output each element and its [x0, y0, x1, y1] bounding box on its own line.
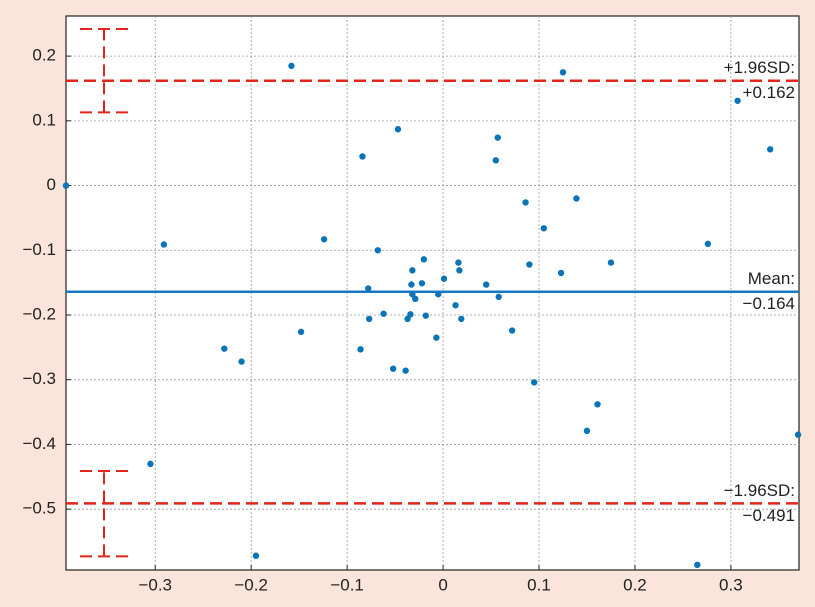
data-point [418, 280, 426, 287]
data-point [320, 236, 328, 243]
data-point [408, 281, 415, 288]
data-point [365, 285, 372, 292]
data-point [767, 146, 774, 153]
y-tick-label: −0.3 [22, 369, 56, 388]
y-tick-label: −0.1 [22, 240, 56, 259]
data-point [402, 367, 409, 374]
x-tick-label: −0.1 [330, 575, 364, 594]
x-tick-label: 0 [438, 575, 447, 594]
data-point [794, 431, 802, 438]
y-tick-label: 0 [47, 175, 56, 194]
y-tick-label: 0.1 [32, 110, 56, 129]
data-point [594, 401, 601, 408]
data-point [458, 315, 465, 323]
data-point [409, 267, 416, 274]
data-point [440, 275, 448, 282]
data-point [435, 291, 442, 298]
x-tick-label: −0.2 [234, 575, 268, 594]
data-point [456, 267, 463, 274]
data-point [483, 281, 490, 288]
reference-name: Mean: [748, 269, 795, 288]
data-point [557, 269, 565, 277]
data-point [412, 295, 419, 303]
data-point [374, 247, 382, 254]
data-point [238, 358, 245, 365]
data-point [433, 334, 440, 341]
data-point [404, 315, 411, 323]
data-point [583, 427, 591, 435]
data-point [160, 241, 168, 248]
data-point [365, 315, 373, 323]
data-point [526, 261, 533, 268]
data-point [540, 225, 547, 232]
x-tick-label: 0.1 [527, 575, 551, 594]
x-tick-label: 0.3 [719, 575, 743, 594]
data-point [380, 310, 387, 317]
data-point [455, 259, 462, 266]
data-point [420, 256, 428, 263]
data-point [62, 182, 70, 189]
data-point [573, 195, 580, 202]
data-point [522, 199, 529, 206]
y-tick-label: −0.4 [22, 434, 56, 453]
reference-name: +1.96SD: [724, 58, 795, 77]
data-point [422, 312, 429, 319]
x-tick-label: −0.3 [138, 575, 172, 594]
data-point [147, 460, 154, 468]
y-tick-label: −0.5 [22, 499, 56, 518]
y-tick-label: −0.2 [22, 304, 56, 323]
data-point [297, 328, 305, 336]
data-point [508, 327, 516, 334]
data-point [607, 259, 615, 266]
data-point [494, 134, 501, 141]
data-point [357, 346, 364, 353]
data-point [495, 293, 502, 301]
data-point [734, 97, 741, 104]
data-point [452, 302, 459, 309]
data-point [530, 379, 538, 386]
reference-name: −1.96SD: [724, 481, 795, 500]
reference-value: −0.164 [743, 294, 795, 313]
data-point [389, 365, 397, 372]
reference-value: +0.162 [743, 83, 795, 102]
data-point [288, 62, 295, 70]
reference-value: −0.491 [743, 506, 795, 525]
data-point [394, 126, 402, 133]
data-point [221, 345, 228, 352]
data-point [694, 561, 701, 569]
plot-area [65, 15, 800, 571]
data-point [492, 157, 500, 164]
data-point [704, 240, 712, 248]
x-tick-label: 0.2 [623, 575, 647, 594]
data-point [252, 552, 260, 559]
data-point [559, 69, 567, 76]
y-tick-label: 0.2 [32, 46, 56, 65]
data-point [359, 153, 366, 160]
